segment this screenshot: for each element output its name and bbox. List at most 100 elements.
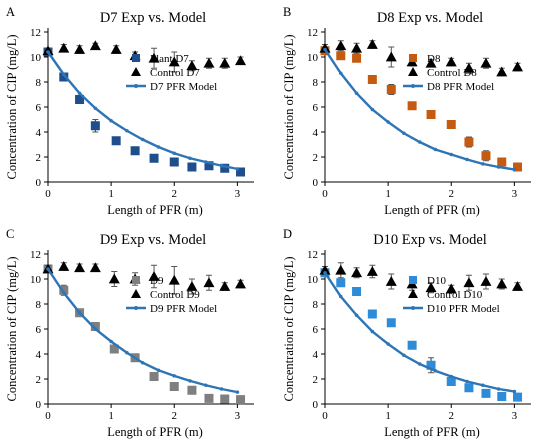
- model-point: [77, 91, 82, 96]
- data-point-square: [109, 344, 119, 354]
- data-point-square: [446, 377, 456, 386]
- data-point-triangle: [148, 52, 160, 63]
- model-point: [235, 390, 240, 394]
- data-point-square: [111, 136, 121, 146]
- legend-square-swatch: [409, 54, 417, 62]
- model-point: [402, 353, 406, 358]
- data-point-square: [336, 51, 346, 61]
- model-point: [46, 50, 50, 54]
- data-point-triangle: [351, 267, 363, 278]
- data-point-square: [204, 161, 214, 171]
- legend-label: Control D7: [150, 67, 200, 79]
- y-tick-label: 2: [313, 374, 319, 386]
- data-point-square: [407, 340, 417, 350]
- data-point-triangle: [108, 273, 120, 284]
- legend-point-swatch: [411, 84, 415, 88]
- data-point-square: [169, 157, 179, 167]
- data-point-square: [367, 309, 377, 319]
- data-point-triangle: [203, 277, 215, 288]
- model-point: [402, 131, 406, 136]
- y-tick-label: 0: [313, 399, 319, 411]
- data-point-square: [481, 151, 491, 161]
- legend-point-swatch: [134, 306, 138, 310]
- model-point: [125, 350, 129, 355]
- chart-title: D10 Exp vs. Model: [373, 232, 487, 248]
- data-point-square: [497, 157, 507, 167]
- data-point-triangle: [335, 40, 347, 51]
- y-tick-label: 4: [36, 349, 42, 361]
- y-tick-label: 2: [313, 152, 319, 164]
- y-tick-label: 4: [313, 127, 319, 139]
- data-point-triangle: [496, 66, 508, 77]
- y-tick-label: 6: [313, 102, 319, 114]
- legend-square-swatch: [132, 276, 140, 284]
- data-point-triangle: [110, 44, 122, 54]
- x-tick-label: 1: [108, 188, 114, 200]
- model-point: [481, 383, 485, 388]
- model-point: [156, 368, 161, 373]
- model-point: [417, 362, 422, 366]
- data-point-triangle: [58, 261, 70, 271]
- data-point-square: [426, 110, 436, 119]
- data-point-triangle: [148, 271, 160, 281]
- model-point: [496, 387, 501, 391]
- model-point: [172, 151, 177, 156]
- data-point-triangle: [74, 262, 86, 273]
- y-tick-label: 12: [307, 249, 318, 261]
- data-point-square: [75, 95, 85, 104]
- data-point-triangle: [186, 60, 198, 71]
- model-point: [323, 47, 327, 52]
- chart-title: D8 Exp vs. Model: [377, 10, 483, 26]
- legend-point-swatch: [134, 84, 138, 88]
- model-point: [433, 369, 438, 373]
- data-point-square: [59, 72, 69, 82]
- data-point-triangle: [168, 56, 180, 67]
- x-tick-label: 2: [449, 410, 455, 422]
- model-point: [61, 72, 66, 77]
- legend-triangle-swatch: [131, 289, 141, 298]
- data-point-square: [236, 395, 246, 405]
- data-point-triangle: [319, 264, 331, 275]
- data-point-triangle: [445, 283, 457, 294]
- data-point-square: [464, 383, 474, 393]
- data-point-square: [352, 287, 362, 296]
- x-tick-label: 0: [322, 188, 328, 200]
- x-tick-label: 2: [449, 188, 455, 200]
- x-tick-label: 2: [172, 188, 178, 200]
- y-tick-label: 10: [307, 274, 319, 286]
- x-tick-label: 3: [235, 410, 241, 422]
- data-point-square: [169, 382, 179, 391]
- series-2: [46, 267, 240, 394]
- model-point: [512, 389, 517, 394]
- x-tick-label: 1: [108, 410, 114, 422]
- y-tick-label: 0: [36, 177, 42, 189]
- legend-label: Control D8: [427, 67, 477, 79]
- data-point-square: [407, 101, 417, 111]
- data-point-triangle: [74, 44, 86, 54]
- x-tick-label: 3: [512, 410, 518, 422]
- y-tick-label: 10: [30, 274, 42, 286]
- data-point-triangle: [335, 264, 347, 275]
- series-1: [42, 261, 247, 295]
- model-point: [109, 339, 113, 344]
- chart-title: D9 Exp vs. Model: [100, 232, 206, 248]
- data-point-square: [236, 167, 246, 177]
- model-point: [417, 140, 422, 144]
- model-point: [109, 118, 113, 123]
- x-tick-label: 3: [512, 188, 518, 200]
- series-0: [43, 47, 246, 177]
- model-point: [386, 342, 390, 346]
- data-point-square: [187, 162, 197, 172]
- x-tick-label: 0: [322, 410, 328, 422]
- model-point: [512, 167, 517, 172]
- x-tick-label: 1: [385, 410, 391, 422]
- y-tick-label: 8: [313, 77, 319, 89]
- legend-triangle-swatch: [408, 289, 418, 298]
- y-tick-label: 12: [307, 27, 318, 39]
- data-point-triangle: [512, 61, 524, 72]
- model-point: [77, 310, 82, 315]
- data-point-square: [513, 162, 523, 172]
- data-point-square: [130, 146, 140, 156]
